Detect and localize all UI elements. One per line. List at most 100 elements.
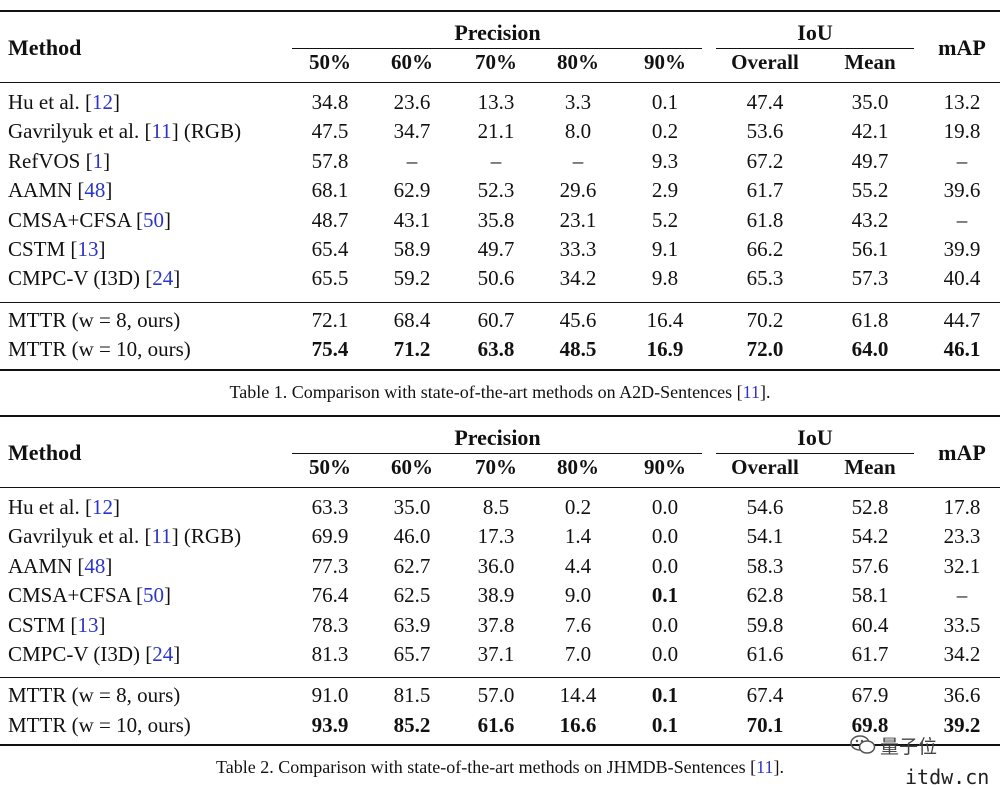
header-rule xyxy=(0,82,1000,83)
value-cell: 57.6 xyxy=(851,553,889,578)
method-suffix: ] xyxy=(173,266,181,291)
value-cell: 0.2 xyxy=(564,495,592,519)
value-cell: 35.0 xyxy=(393,495,431,519)
value-cell: 62.7 xyxy=(393,553,431,578)
value-cell: 63.3 xyxy=(311,495,349,519)
method-suffix: ] xyxy=(103,148,111,173)
value-cell: 81.5 xyxy=(393,683,431,708)
value-cell: 65.4 xyxy=(311,237,349,261)
value-cell: 65.7 xyxy=(393,642,431,666)
value-cell: 17.8 xyxy=(943,495,981,519)
method-label: CSTM [ xyxy=(8,237,78,261)
value-cell: 58.9 xyxy=(393,237,431,261)
value-cell: 64.0 xyxy=(851,337,889,362)
value-cell: 33.5 xyxy=(943,612,981,637)
value-cell: 72.0 xyxy=(746,337,784,362)
value-cell: 0.1 xyxy=(651,90,679,114)
ours-rule xyxy=(0,677,1000,679)
value-cell: 38.9 xyxy=(477,583,515,608)
value-cell: 43.2 xyxy=(851,207,889,232)
value-cell: 8.5 xyxy=(482,495,510,519)
watermark-site: itdw.cn xyxy=(905,765,990,789)
method-label: AAMN [ xyxy=(8,178,85,203)
citation-link: 50 xyxy=(142,583,164,608)
value-cell: 44.7 xyxy=(943,307,981,332)
value-cell: 48.7 xyxy=(311,207,349,232)
wechat-logo-icon xyxy=(850,734,876,761)
value-cell: 60.7 xyxy=(477,307,515,332)
column-header: Mean xyxy=(844,50,896,74)
method-label: AAMN [ xyxy=(8,553,85,578)
method-name: Gavrilyuk et al. [11] (RGB) xyxy=(8,526,241,547)
value-cell: 59.2 xyxy=(393,266,431,291)
value-cell: 62.9 xyxy=(393,178,431,203)
iou-rule xyxy=(716,453,914,454)
value-cell: 52.8 xyxy=(851,495,889,519)
column-header: 90% xyxy=(644,50,686,74)
column-header: 60% xyxy=(391,455,433,479)
value-cell: 72.1 xyxy=(311,307,349,332)
value-cell: 57.3 xyxy=(851,266,889,291)
value-cell: 21.1 xyxy=(477,119,515,144)
value-cell: 4.4 xyxy=(564,553,592,578)
value-cell: 62.5 xyxy=(393,583,431,608)
method-name: RefVOS [1] xyxy=(8,148,111,173)
header-rule xyxy=(0,487,1000,488)
value-cell: 39.9 xyxy=(943,237,981,261)
method-header: Method xyxy=(8,440,82,465)
citation-link: 13 xyxy=(77,237,99,261)
table-row: Hu et al. [12] 63.3 35.0 8.5 0.2 0.0 54.6 52.8 1… xyxy=(0,497,1000,523)
precision-rule xyxy=(292,453,702,454)
caption-citation: 11 xyxy=(742,381,760,402)
citation-link: 13 xyxy=(77,612,99,637)
value-cell: 34.2 xyxy=(559,266,597,291)
column-header: 50% xyxy=(309,50,351,74)
method-name: MTTR (w = 10, ours) xyxy=(8,714,191,736)
value-cell: 56.1 xyxy=(851,237,889,261)
value-cell: 68.1 xyxy=(311,178,349,203)
value-cell: 0.0 xyxy=(651,495,679,519)
caption-end: ]. xyxy=(759,381,771,402)
column-header: 80% xyxy=(557,50,599,74)
value-cell: 0.1 xyxy=(651,583,679,608)
value-cell: 69.9 xyxy=(311,524,349,549)
value-cell: 23.3 xyxy=(943,524,981,549)
method-label: Hu et al. [ xyxy=(8,495,92,519)
value-cell: 46.1 xyxy=(943,337,981,362)
value-cell: 67.4 xyxy=(746,683,784,708)
citation-link: 12 xyxy=(91,90,113,114)
value-cell: 7.6 xyxy=(564,612,592,637)
value-cell: 71.2 xyxy=(393,337,431,362)
value-cell: 0.0 xyxy=(651,612,679,637)
value-cell: 35.0 xyxy=(851,90,889,114)
method-label: CSTM [ xyxy=(8,612,78,637)
value-cell: 40.4 xyxy=(943,266,981,291)
value-cell: 77.3 xyxy=(311,553,349,578)
value-cell: 61.8 xyxy=(851,307,889,332)
value-cell: 48.5 xyxy=(559,337,597,362)
table-row: CMSA+CFSA [50] 76.4 62.5 38.9 9.0 0.1 62.8 58.1… xyxy=(0,585,1000,611)
value-cell: 54.6 xyxy=(746,495,784,519)
citation-link: 11 xyxy=(151,524,172,549)
method-name: Hu et al. [12] xyxy=(8,92,120,113)
value-cell: 1.4 xyxy=(564,524,592,549)
method-name: AAMN [48] xyxy=(8,553,112,578)
table-row: AAMN [48] 68.1 62.9 52.3 29.6 2.9 61.7 55.2 39.6 xyxy=(0,180,1000,206)
method-name: Gavrilyuk et al. [11] (RGB) xyxy=(8,121,241,142)
value-cell: 35.8 xyxy=(477,207,515,232)
value-cell: 9.3 xyxy=(651,148,679,173)
value-cell: 61.6 xyxy=(746,642,784,666)
value-cell: 85.2 xyxy=(393,712,431,737)
method-name: CSTM [13] xyxy=(8,612,105,637)
citation-link: 24 xyxy=(152,642,174,666)
citation-link: 11 xyxy=(151,119,172,144)
value-cell: 93.9 xyxy=(311,712,349,737)
column-header: 70% xyxy=(475,455,517,479)
value-cell: 58.1 xyxy=(851,583,889,608)
citation-link: 48 xyxy=(84,553,106,578)
method-label: RefVOS [ xyxy=(8,148,93,173)
table-row: Gavrilyuk et al. [11] (RGB) 69.9 46.0 17.3 1… xyxy=(0,526,1000,552)
value-cell: 54.1 xyxy=(746,524,784,549)
value-cell: 47.4 xyxy=(746,90,784,114)
method-suffix: ] xyxy=(163,583,171,608)
